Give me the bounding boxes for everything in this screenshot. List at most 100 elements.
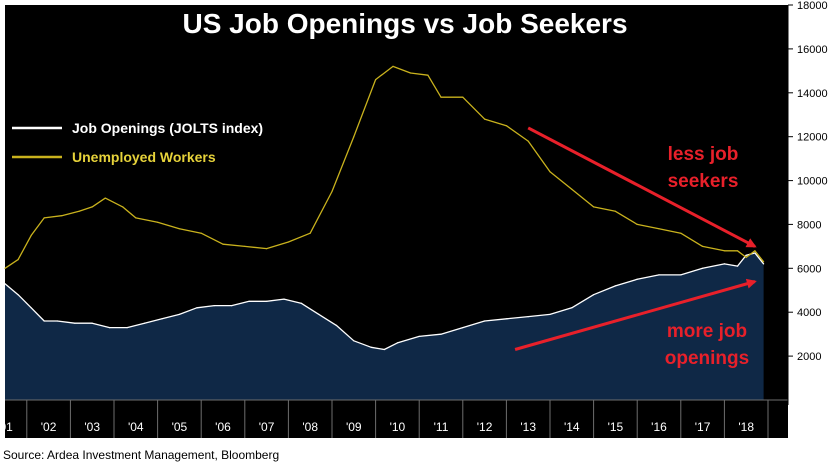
series-0-point-30: [527, 316, 529, 318]
series-0-point-41: [745, 254, 747, 256]
x-tick-label-6: '07: [259, 420, 275, 434]
x-tick-label-12: '13: [520, 420, 536, 434]
x-tick-label-13: '14: [564, 420, 580, 434]
area-layer: [5, 253, 764, 400]
x-tick-label-5: '06: [215, 420, 231, 434]
series-line-0: [4, 252, 765, 351]
series-0-point-34: [614, 285, 617, 287]
x-tick-label-0: '01: [0, 420, 13, 434]
series-1-point-31: [593, 206, 595, 208]
x-tick-label-17: '18: [738, 420, 754, 434]
series-0-point-3: [43, 320, 45, 322]
y-tick-label-3: 8000: [797, 219, 821, 231]
y-tick-label-6: 14000: [797, 88, 828, 100]
series-1-point-33: [636, 223, 638, 225]
series-1-point-13: [222, 243, 224, 245]
series-0-point-2: [30, 307, 32, 309]
x-tick-label-7: '08: [302, 420, 318, 434]
series-0-point-35: [636, 278, 638, 280]
series-0-point-10: [161, 318, 163, 320]
series-0-point-16: [266, 300, 268, 302]
x-axis-tick-labels: '01 '02 '03 '04 '05 '06 '07 '08 '09 '10 '11 '12 '13 '…: [0, 420, 754, 434]
series-1-point-6: [91, 206, 93, 208]
series-0-point-39: [723, 263, 726, 265]
series-1-point-10: [157, 221, 159, 223]
arrow-0: [527, 126, 757, 248]
x-tick-label-11: '12: [477, 420, 493, 434]
y-axis-tick-labels: 2000 4000 6000 8000 10000 12000 14000 16000 1800…: [797, 0, 828, 363]
y-axis-ticks: [788, 4, 793, 357]
series-0-point-17: [283, 298, 285, 300]
series-0-point-32: [571, 307, 573, 309]
source-note: Source: Ardea Investment Management, Blo…: [3, 448, 280, 462]
series-0-point-14: [231, 305, 233, 307]
annotation-1-line-1: openings: [665, 348, 749, 369]
series-1-point-27: [505, 125, 507, 127]
y-tick-label-2: 6000: [797, 263, 821, 275]
series-1-point-18: [331, 190, 333, 193]
y-tick-label-4: 10000: [797, 176, 828, 188]
annotation-1-line-0: more job: [667, 321, 747, 342]
series-0-point-5: [74, 322, 76, 324]
x-tick-label-3: '04: [128, 420, 144, 434]
series-0-point-27: [462, 327, 464, 329]
series-1-point-5: [78, 210, 80, 212]
x-axis-ticks: [26, 400, 769, 438]
series-0-point-23: [383, 348, 385, 351]
series-0-point-19: [318, 313, 320, 315]
line-layer: [4, 65, 765, 351]
x-tick-label-10: '11: [434, 420, 449, 434]
series-1-point-15: [266, 248, 268, 250]
arrow-1: [514, 278, 757, 351]
series-1-point-40: [754, 250, 756, 252]
series-0-point-9: [143, 322, 146, 324]
x-tick-label-4: '05: [172, 420, 188, 434]
series-0-point-7: [109, 327, 111, 329]
y-tick-label-0: 2000: [797, 351, 821, 363]
series-0-point-43: [763, 263, 765, 265]
chart-svg: '01 '02 '03 '04 '05 '06 '07 '08 '09 '10 '11 '12 '13 '…: [0, 0, 828, 438]
x-tick-label-16: '17: [695, 420, 711, 434]
series-1-point-26: [484, 118, 486, 120]
series-1-point-7: [104, 197, 106, 199]
series-1-point-39: [745, 256, 747, 258]
series-1-point-30: [571, 188, 573, 190]
series-0-point-37: [680, 274, 682, 276]
series-area-0: [5, 253, 764, 400]
series-1-point-11: [178, 228, 180, 230]
series-1-point-34: [658, 228, 660, 230]
annotation-0-line-1: seekers: [668, 171, 739, 192]
series-1-point-35: [680, 232, 682, 234]
series-1-point-3: [43, 217, 45, 219]
series-0-point-26: [440, 333, 442, 335]
series-1-point-32: [614, 210, 617, 212]
series-1-point-12: [200, 232, 202, 234]
series-1-point-22: [409, 72, 412, 74]
series-0-point-13: [213, 305, 215, 307]
annotations: less job seekers more job openings: [665, 144, 749, 369]
y-tick-label-5: 12000: [797, 132, 828, 144]
chart-title: US Job Openings vs Job Seekers: [182, 8, 627, 39]
x-tick-label-14: '15: [608, 420, 624, 434]
legend: Job Openings (JOLTS index) Unemployed Wor…: [12, 120, 263, 165]
series-0-point-42: [754, 252, 756, 254]
y-tick-label-1: 4000: [797, 307, 821, 319]
series-0-point-24: [396, 342, 398, 344]
series-0-point-8: [126, 327, 128, 329]
series-1-point-29: [549, 171, 551, 173]
series-1-point-8: [122, 206, 124, 208]
series-1-point-36: [702, 245, 704, 247]
x-tick-label-8: '09: [346, 420, 362, 434]
series-0-point-36: [658, 274, 660, 276]
series-0-point-11: [178, 313, 180, 315]
y-tick-label-8: 18000: [797, 0, 828, 12]
series-1-point-37: [723, 250, 726, 252]
series-0-point-28: [484, 320, 486, 322]
series-1-point-25: [462, 96, 464, 98]
series-0-point-0: [4, 283, 6, 285]
series-1-point-2: [30, 234, 32, 236]
x-tick-label-15: '16: [651, 420, 667, 434]
series-1-point-21: [392, 65, 394, 67]
series-1-point-24: [440, 96, 442, 98]
